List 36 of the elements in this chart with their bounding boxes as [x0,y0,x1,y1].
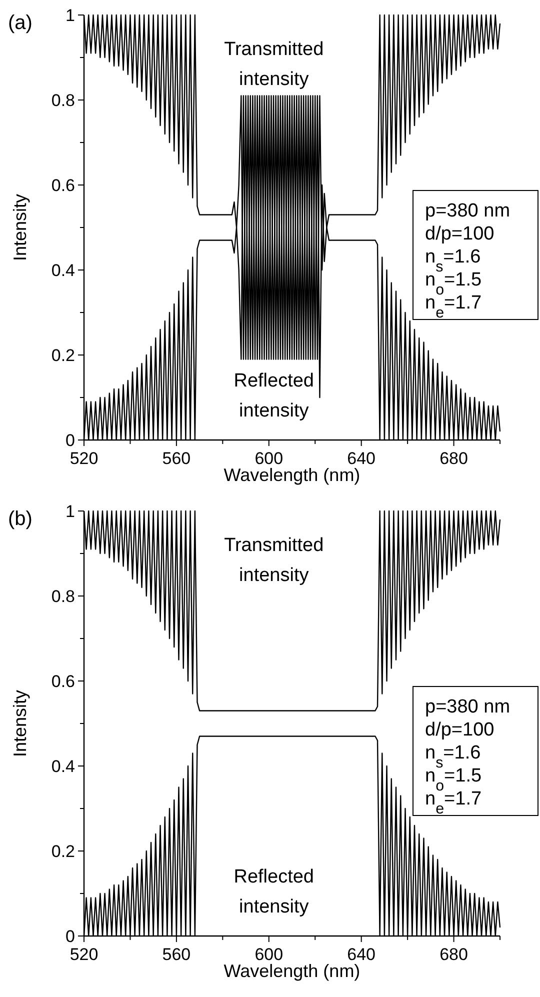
x-tick-label: 600 [254,945,284,964]
x-tick-label: 600 [254,449,284,468]
series-label: Reflected intensity [234,866,314,918]
y-axis-title: Intensity [10,194,30,262]
x-axis-title: Wavelength (nm) [224,465,360,485]
x-tick-label: 640 [347,945,376,964]
x-axis-title: Wavelength (nm) [224,961,360,981]
x-tick-label: 520 [70,449,98,468]
x-tick-label: 640 [347,449,376,468]
y-tick-label: 0.2 [51,346,75,365]
y-axis-title: Intensity [10,690,30,758]
annotation: p=380 nm [425,200,510,222]
series-label: Reflected intensity [234,370,314,422]
y-tick-label: 0.2 [51,842,75,861]
y-tick-label: 0.8 [51,586,75,606]
y-tick-label: 1 [66,502,75,521]
annotation: p=380 nm [425,696,510,718]
y-tick-label: 0.8 [51,90,75,110]
annotation: d/p=100 [425,720,494,740]
series-label: Transmitted intensity [224,39,324,90]
y-tick-label: 0.6 [51,176,75,195]
x-tick-label: 560 [162,449,191,468]
x-tick-label: 680 [440,449,468,468]
annotation: d/p=100 [425,224,494,244]
chart-title: (b) [8,508,32,530]
series-label: Transmitted intensity [224,535,324,586]
x-tick-label: 680 [440,945,468,964]
x-tick-label: 520 [70,945,98,964]
y-tick-label: 0.4 [51,260,75,280]
y-tick-label: 1 [66,6,75,25]
y-tick-label: 0 [66,430,75,450]
y-tick-label: 0 [66,926,75,946]
y-tick-label: 0.6 [51,672,75,691]
x-tick-label: 560 [162,945,191,964]
y-tick-label: 0.4 [51,756,75,776]
chart-title: (a) [8,12,32,34]
